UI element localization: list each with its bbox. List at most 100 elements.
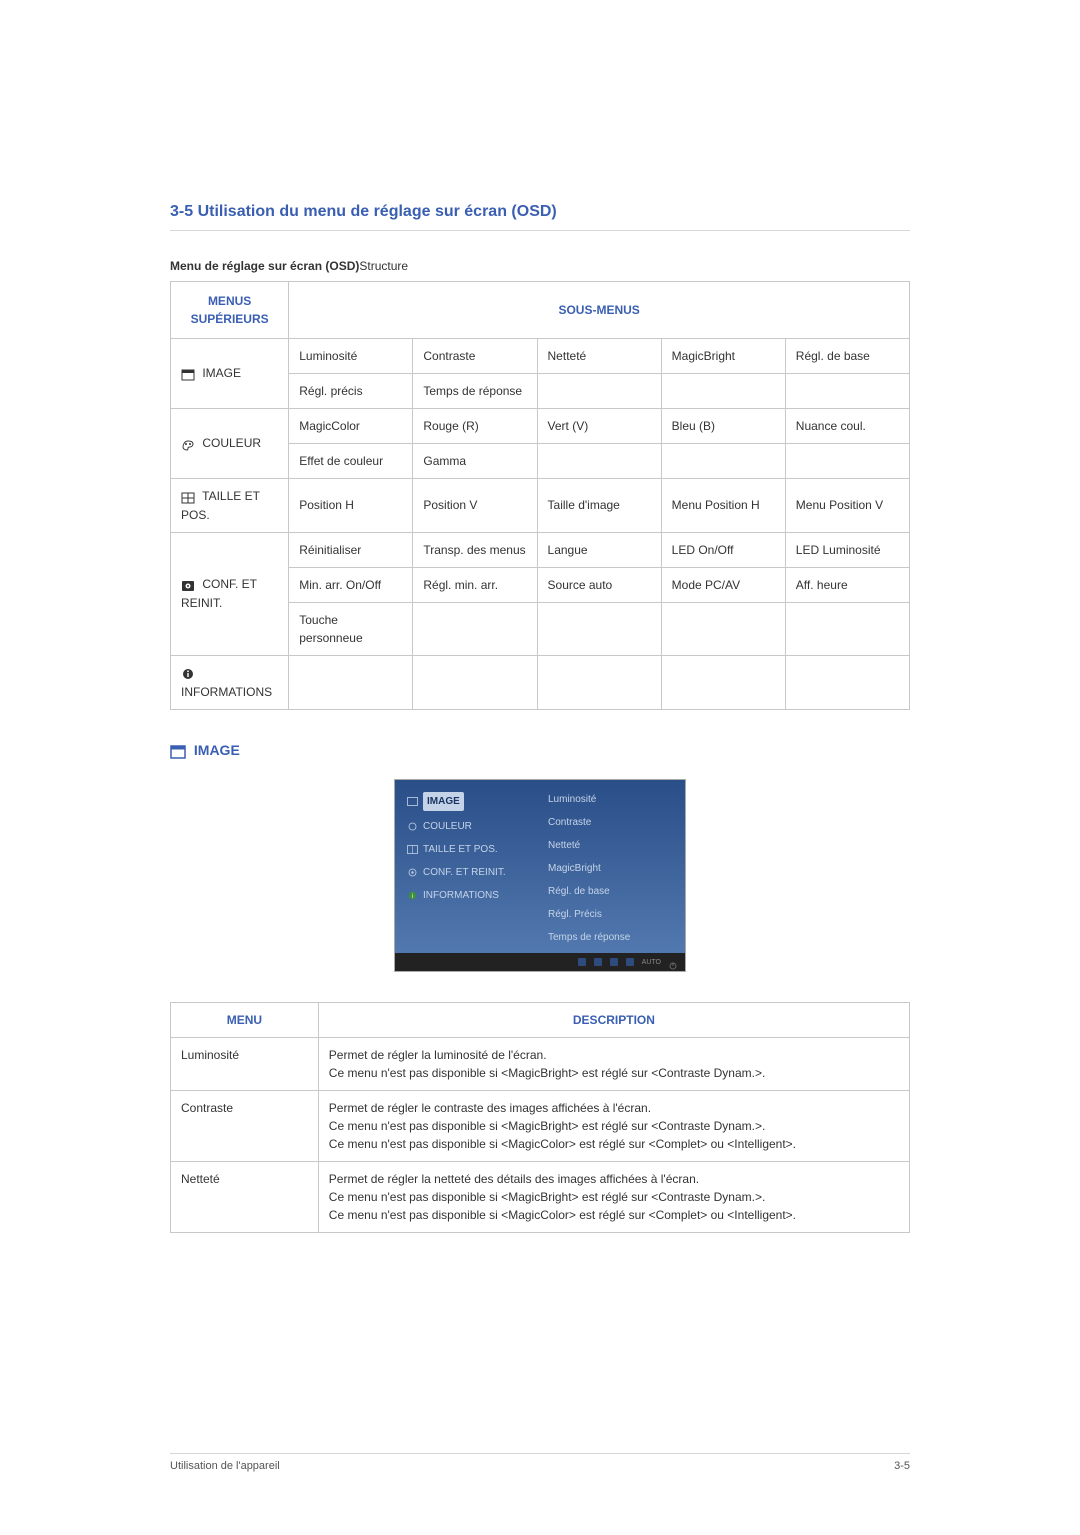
cell — [537, 602, 661, 655]
cell: MagicColor — [289, 409, 413, 444]
footer-right: 3-5 — [894, 1458, 910, 1475]
cell: Temps de réponse — [413, 374, 537, 409]
image-icon — [181, 365, 195, 383]
menu-taille: TAILLE ET POS. — [171, 479, 289, 533]
cell — [661, 602, 785, 655]
image-title-text: IMAGE — [194, 742, 240, 758]
image-icon — [170, 740, 186, 761]
osd-screenshot: IMAGE COULEUR TAILLE ET POS. CONF. ET RE… — [394, 779, 686, 972]
menu-image-label: IMAGE — [202, 366, 241, 380]
cell: Position V — [413, 479, 537, 533]
cell: Régl. min. arr. — [413, 567, 537, 602]
desc-text: Permet de régler la netteté des détails … — [318, 1162, 909, 1233]
cell: Mode PC/AV — [661, 567, 785, 602]
cell — [537, 655, 661, 709]
conf-icon — [181, 576, 195, 594]
desc-line: Ce menu n'est pas disponible si <MagicBr… — [329, 1117, 899, 1135]
osd-left-item: CONF. ET REINIT. — [423, 865, 506, 880]
cell: Luminosité — [289, 339, 413, 374]
page-footer: Utilisation de l'appareil 3-5 — [170, 1453, 910, 1475]
cell: Menu Position H — [661, 479, 785, 533]
cell: Source auto — [537, 567, 661, 602]
cell — [785, 444, 909, 479]
structure-subheading: Menu de réglage sur écran (OSD)Structure — [170, 257, 910, 275]
cell — [661, 655, 785, 709]
cell: Min. arr. On/Off — [289, 567, 413, 602]
osd-right-item: MagicBright — [546, 857, 675, 880]
cell: Touche personneue — [289, 602, 413, 655]
cell: Menu Position V — [785, 479, 909, 533]
desc-menu: Luminosité — [171, 1038, 319, 1091]
osd-foot-btn-icon — [626, 958, 634, 966]
osd-footer-bar: AUTO — [395, 953, 685, 971]
osd-right-item: Régl. Précis — [546, 903, 675, 926]
structure-table: MENUS SUPÉRIEURS SOUS-MENUS IMAGE Lumino… — [170, 281, 910, 710]
desc-line: Permet de régler la luminosité de l'écra… — [329, 1046, 899, 1064]
cell: Taille d'image — [537, 479, 661, 533]
osd-color-icon — [407, 819, 418, 834]
osd-conf-icon — [407, 865, 418, 880]
cell: Transp. des menus — [413, 532, 537, 567]
cell: Régl. de base — [785, 339, 909, 374]
osd-foot-btn-icon — [594, 958, 602, 966]
cell: Aff. heure — [785, 567, 909, 602]
menu-conf: CONF. ET REINIT. — [171, 532, 289, 655]
desc-line: Permet de régler la netteté des détails … — [329, 1170, 899, 1188]
th-description: DESCRIPTION — [318, 1003, 909, 1038]
size-icon — [181, 488, 195, 506]
desc-line: Ce menu n'est pas disponible si <MagicCo… — [329, 1135, 899, 1153]
osd-left-item: COULEUR — [423, 819, 472, 834]
cell — [785, 374, 909, 409]
info-icon — [181, 665, 195, 683]
cell — [537, 374, 661, 409]
cell: Bleu (B) — [661, 409, 785, 444]
osd-right-item: Contraste — [546, 811, 675, 834]
cell: Vert (V) — [537, 409, 661, 444]
svg-text:i: i — [412, 894, 413, 900]
menu-info-label: INFORMATIONS — [181, 685, 272, 699]
desc-line: Permet de régler le contraste des images… — [329, 1099, 899, 1117]
cell: Contraste — [413, 339, 537, 374]
image-section-title: IMAGE — [170, 740, 910, 762]
cell — [413, 655, 537, 709]
subheading-suffix: Structure — [359, 259, 408, 273]
cell — [289, 655, 413, 709]
osd-foot-btn-icon — [610, 958, 618, 966]
cell: Effet de couleur — [289, 444, 413, 479]
osd-left-item: TAILLE ET POS. — [423, 842, 498, 857]
th-menus-superieurs: MENUS SUPÉRIEURS — [171, 282, 289, 339]
description-table: MENU DESCRIPTION Luminosité Permet de ré… — [170, 1002, 910, 1233]
desc-text: Permet de régler le contraste des images… — [318, 1091, 909, 1162]
osd-right-item: Temps de réponse — [546, 926, 675, 949]
desc-line: Ce menu n'est pas disponible si <MagicCo… — [329, 1206, 899, 1224]
osd-foot-power-icon — [669, 958, 677, 966]
desc-line: Ce menu n'est pas disponible si <MagicBr… — [329, 1064, 899, 1082]
menu-info: INFORMATIONS — [171, 655, 289, 709]
color-icon — [181, 435, 195, 453]
osd-right-item: Luminosité — [546, 788, 675, 811]
cell — [661, 444, 785, 479]
osd-left-item: IMAGE — [423, 792, 464, 811]
cell: LED On/Off — [661, 532, 785, 567]
osd-foot-btn-icon — [578, 958, 586, 966]
cell — [785, 655, 909, 709]
osd-left-item: INFORMATIONS — [423, 888, 499, 903]
subheading-prefix: Menu de réglage sur écran (OSD) — [170, 259, 359, 273]
cell: Nuance coul. — [785, 409, 909, 444]
cell: LED Luminosité — [785, 532, 909, 567]
footer-left: Utilisation de l'appareil — [170, 1458, 280, 1475]
section-heading: 3-5 Utilisation du menu de réglage sur é… — [170, 200, 910, 231]
cell: Régl. précis — [289, 374, 413, 409]
cell: Netteté — [537, 339, 661, 374]
cell: Rouge (R) — [413, 409, 537, 444]
cell: MagicBright — [661, 339, 785, 374]
cell — [785, 602, 909, 655]
menu-couleur-label: COULEUR — [202, 436, 261, 450]
desc-menu: Contraste — [171, 1091, 319, 1162]
cell: Réinitialiser — [289, 532, 413, 567]
desc-line: Ce menu n'est pas disponible si <MagicBr… — [329, 1188, 899, 1206]
menu-image: IMAGE — [171, 339, 289, 409]
osd-image-icon — [407, 794, 418, 809]
menu-couleur: COULEUR — [171, 409, 289, 479]
osd-size-icon — [407, 842, 418, 857]
